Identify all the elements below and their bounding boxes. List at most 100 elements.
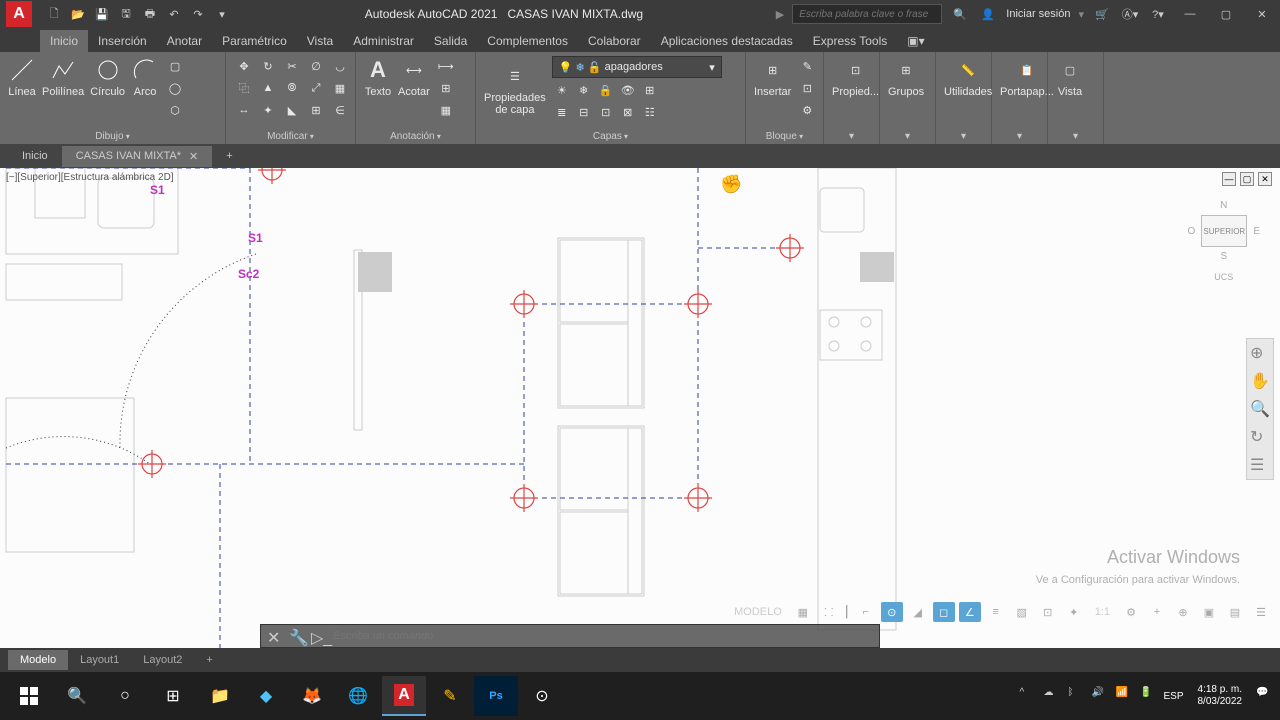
qat-open-icon[interactable]: 📂 (68, 4, 88, 24)
status-ortho-icon[interactable]: ⌐ (855, 602, 877, 622)
mod-trim[interactable]: ✂ (282, 56, 302, 76)
blk-3[interactable]: ⚙ (797, 100, 817, 120)
cmd-close-icon[interactable]: ✕ (267, 628, 283, 644)
tool-groups[interactable]: ⊞Grupos (888, 56, 924, 98)
panel-props[interactable]: ▾ (832, 129, 871, 142)
mod-rotate[interactable]: ↻ (258, 56, 278, 76)
tray-power-icon[interactable]: 🔋 (1139, 687, 1157, 705)
drawing-area[interactable]: [−][Superior][Estructura alámbrica 2D] —… (0, 168, 1280, 648)
layout-2[interactable]: Layout2 (131, 650, 194, 670)
anno-1[interactable]: ⟼ (436, 56, 456, 76)
qat-saveas-icon[interactable]: 🖫 (116, 4, 136, 24)
tab-administrar[interactable]: Administrar (343, 30, 424, 52)
layer-7[interactable]: ⊟ (574, 102, 594, 122)
status-otrack-icon[interactable]: ∠ (959, 602, 981, 622)
tray-bt-icon[interactable]: ᛒ (1067, 687, 1085, 705)
tab-vista[interactable]: Vista (297, 30, 343, 52)
close-button[interactable]: ✕ (1248, 3, 1276, 25)
qat-save-icon[interactable]: 💾 (92, 4, 112, 24)
tool-line[interactable]: Línea (8, 56, 36, 98)
tool-polyline[interactable]: Polilínea (42, 56, 84, 98)
status-grid-icon[interactable]: ▦ (792, 602, 814, 622)
panel-clipboard[interactable]: ▾ (1000, 129, 1039, 142)
signin-link[interactable]: Iniciar sesión (1006, 8, 1070, 20)
layer-4[interactable]: 👁 (618, 80, 638, 100)
close-tab-icon[interactable]: ✕ (189, 150, 198, 163)
tool-properties[interactable]: ⊡Propied... (832, 56, 879, 98)
status-model[interactable]: MODELO (728, 606, 788, 618)
mod-mirror[interactable]: ▲ (258, 78, 278, 98)
tray-notif-icon[interactable]: 💬 (1256, 687, 1274, 705)
draw-small-3[interactable]: ⬡ (165, 100, 185, 120)
mod-offset[interactable]: ⦾ (282, 78, 302, 98)
tab-parametrico[interactable]: Paramétrico (212, 30, 297, 52)
tab-colaborar[interactable]: Colaborar (578, 30, 651, 52)
search-input[interactable] (792, 4, 942, 24)
mod-chamfer[interactable]: ◣ (282, 100, 302, 120)
obs-icon[interactable]: ⊙ (520, 676, 564, 716)
status-snap-icon[interactable]: ⸬ (818, 602, 840, 622)
draw-small-1[interactable]: ▢ (165, 56, 185, 76)
mod-join[interactable]: ⊞ (306, 100, 326, 120)
tool-text[interactable]: A Texto (364, 56, 392, 98)
layer-2[interactable]: ❄ (574, 80, 594, 100)
mod-fillet[interactable]: ◡ (330, 56, 350, 76)
tool-clipboard[interactable]: 📋Portapap... (1000, 56, 1054, 98)
firefox-icon[interactable]: 🦊 (290, 676, 334, 716)
anno-2[interactable]: ⊞ (436, 78, 456, 98)
tray-lang[interactable]: ESP (1163, 691, 1183, 702)
taskview-icon[interactable]: ⊞ (150, 676, 196, 716)
tray-up-icon[interactable]: ^ (1019, 687, 1037, 705)
tab-aplicaciones[interactable]: Aplicaciones destacadas (651, 30, 803, 52)
mod-stretch[interactable]: ↔ (234, 100, 254, 120)
status-plus-icon[interactable]: + (1146, 602, 1168, 622)
user-icon[interactable]: 👤 (978, 4, 998, 24)
mod-extend[interactable]: ∈ (330, 100, 350, 120)
maximize-button[interactable]: ▢ (1212, 3, 1240, 25)
status-custom-icon[interactable]: ☰ (1250, 602, 1272, 622)
qat-plot-icon[interactable]: 🖶 (140, 4, 160, 24)
status-iso2-icon[interactable]: ▣ (1198, 602, 1220, 622)
tool-dim[interactable]: ⟷ Acotar (398, 56, 430, 98)
search-taskbar-icon[interactable]: 🔍 (54, 676, 100, 716)
nav-wheel-icon[interactable]: ⊕ (1250, 343, 1270, 363)
minimize-button[interactable]: — (1176, 3, 1204, 25)
filetab-new[interactable]: + (212, 146, 246, 166)
app-icon[interactable]: Ⓐ▾ (1120, 4, 1140, 24)
start-button[interactable] (6, 676, 52, 716)
tray-vol-icon[interactable]: 🔊 (1091, 687, 1109, 705)
status-scale[interactable]: 1:1 (1089, 606, 1116, 618)
layer-1[interactable]: ☀ (552, 80, 572, 100)
panel-groups[interactable]: ▾ (888, 129, 927, 142)
viewport-label[interactable]: [−][Superior][Estructura alámbrica 2D] (6, 172, 174, 183)
draw-small-2[interactable]: ◯ (165, 78, 185, 98)
tool-circle[interactable]: Círculo (90, 56, 125, 98)
cmd-config-icon[interactable]: 🔧 (289, 628, 305, 644)
cart-icon[interactable]: 🛒 (1092, 4, 1112, 24)
status-gear-icon[interactable]: ⚙ (1120, 602, 1142, 622)
help-icon[interactable]: ?▾ (1148, 4, 1168, 24)
mod-array[interactable]: ▦ (330, 78, 350, 98)
viewcube[interactable]: N O SUPERIOR E S UCS (1188, 200, 1260, 282)
tab-inicio[interactable]: Inicio (40, 30, 88, 52)
status-iso-icon[interactable]: ◢ (907, 602, 929, 622)
layer-3[interactable]: 🔒 (596, 80, 616, 100)
layer-6[interactable]: ≣ (552, 102, 572, 122)
tool-arc[interactable]: Arco (131, 56, 159, 98)
mod-erase[interactable]: ∅ (306, 56, 326, 76)
mod-scale[interactable]: ⤢ (306, 78, 326, 98)
panel-utils[interactable]: ▾ (944, 129, 983, 142)
layer-9[interactable]: ⊠ (618, 102, 638, 122)
panel-capas[interactable]: Capas (484, 129, 737, 142)
chrome-icon[interactable]: 🌐 (336, 676, 380, 716)
app2-icon[interactable]: ✎ (428, 676, 472, 716)
panel-modificar[interactable]: Modificar (234, 129, 347, 142)
nav-show-icon[interactable]: ☰ (1250, 455, 1270, 475)
filetab-start[interactable]: Inicio (8, 146, 62, 166)
nav-pan-icon[interactable]: ✋ (1250, 371, 1270, 391)
tool-viewpanel[interactable]: ▢Vista (1056, 56, 1084, 98)
status-polar-icon[interactable]: ⊙ (881, 602, 903, 622)
tool-insert[interactable]: ⊞ Insertar (754, 56, 791, 98)
status-osnap-icon[interactable]: ◻ (933, 602, 955, 622)
filetab-current[interactable]: CASAS IVAN MIXTA*✕ (62, 146, 213, 167)
